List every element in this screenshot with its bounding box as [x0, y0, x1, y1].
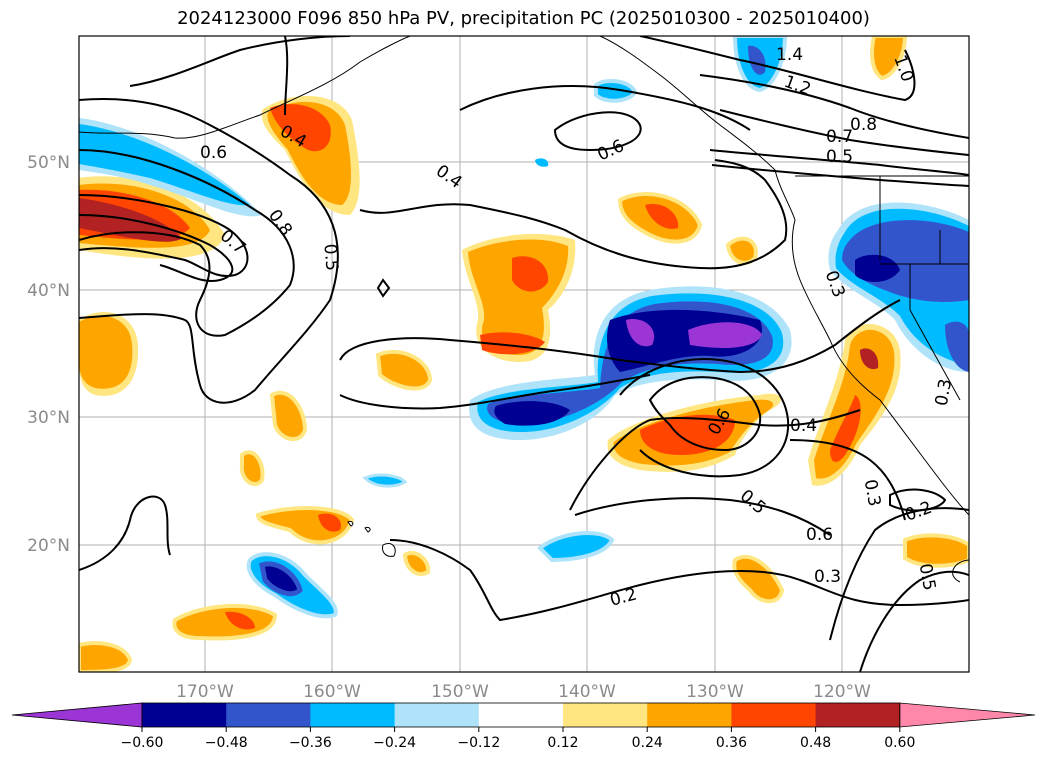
colorbar-tick-label: −0.36 [289, 735, 332, 751]
lon-tick-labels: 170°W 160°W 150°W 140°W 130°W 120°W [176, 682, 871, 702]
colorbar-frame [141, 702, 901, 728]
colorbar-segment [563, 703, 648, 727]
colorbar-segment [142, 703, 227, 727]
lat-tick-label: 40°N [27, 281, 70, 301]
colorbar-segment [310, 703, 396, 727]
contour-label: 1.4 [776, 45, 803, 65]
colorbar-segment [731, 703, 817, 727]
colorbar-extend-high [899, 702, 1036, 728]
hawaii-islands [347, 521, 396, 557]
contour-label: 0.5 [826, 147, 853, 167]
colorbar-tick-label: 0.12 [547, 735, 578, 751]
lon-tick-label: 120°W [813, 682, 871, 702]
precip-positive-130w [607, 393, 781, 472]
colorbar-tick-label: −0.60 [121, 735, 164, 751]
colorbar-tick-label: 0.36 [716, 735, 747, 751]
colorbar-tick-label: 0.48 [800, 735, 831, 751]
lat-tick-label: 30°N [27, 408, 70, 428]
colorbar-tick-label: −0.12 [457, 735, 500, 751]
contour-label: 0.5 [319, 243, 341, 272]
contour-label: 0.3 [932, 377, 956, 407]
lat-tick-label: 50°N [27, 153, 70, 173]
colorbar-segment [478, 703, 564, 727]
contour-label: 0.3 [860, 478, 884, 508]
colorbar-tick-label: 0.24 [632, 735, 663, 751]
contour-label: 0.3 [814, 567, 841, 587]
contour-label: 0.6 [806, 525, 833, 545]
contour-label: 0.4 [790, 416, 817, 436]
precip-shading [79, 36, 969, 672]
lon-tick-label: 170°W [176, 682, 234, 702]
colorbar-segment [394, 703, 480, 727]
contour-label: 0.8 [850, 115, 877, 135]
precip-positive-far-west [79, 312, 139, 396]
pv-contours [79, 36, 969, 672]
precip-negative-west-us [828, 202, 969, 372]
colorbar-tick-label: −0.24 [373, 735, 416, 751]
map-frame [78, 35, 970, 673]
colorbar-segment [226, 703, 311, 727]
precip-negative-center [469, 286, 792, 440]
coastlines [79, 36, 969, 583]
colorbar-extend-low [11, 702, 143, 728]
lon-tick-label: 130°W [686, 682, 744, 702]
precip-positive-150w [462, 233, 576, 362]
contour-label: 0.5 [915, 562, 939, 592]
lat-tick-label: 20°N [27, 536, 70, 556]
colorbar: −0.60 −0.48 −0.36 −0.24 −0.12 0.12 0.24 0.36 0.4… [11, 702, 1036, 751]
lon-tick-label: 140°W [558, 682, 616, 702]
colorbar-tick-label: −0.48 [205, 735, 248, 751]
precip-positive-160w [261, 96, 360, 215]
map-title: 2024123000 F096 850 hPa PV, precipitatio… [177, 8, 870, 29]
lon-tick-label: 160°W [303, 682, 361, 702]
lat-tick-labels: 50°N 40°N 30°N 20°N [27, 153, 70, 556]
lon-tick-label: 150°W [431, 682, 489, 702]
colorbar-segment [647, 703, 732, 727]
contour-label: 0.7 [826, 127, 853, 147]
contour-label: 0.6 [200, 143, 227, 163]
colorbar-tick-label: 0.60 [884, 735, 915, 751]
colorbar-segment [815, 703, 901, 727]
